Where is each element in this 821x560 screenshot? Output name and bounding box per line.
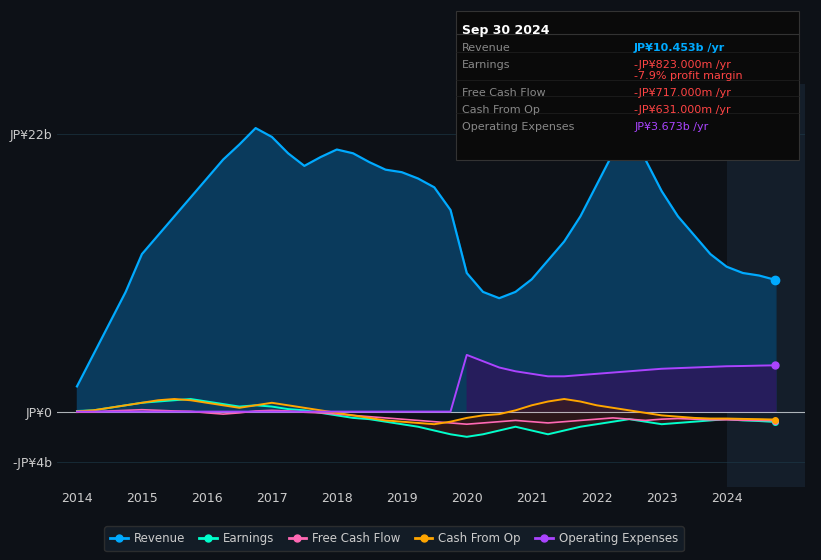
Text: Free Cash Flow: Free Cash Flow: [462, 88, 546, 98]
Text: Cash From Op: Cash From Op: [462, 105, 540, 115]
Text: Sep 30 2024: Sep 30 2024: [462, 24, 550, 36]
Text: -JP¥631.000m /yr: -JP¥631.000m /yr: [634, 105, 731, 115]
Text: -7.9% profit margin: -7.9% profit margin: [634, 71, 743, 81]
Legend: Revenue, Earnings, Free Cash Flow, Cash From Op, Operating Expenses: Revenue, Earnings, Free Cash Flow, Cash …: [104, 526, 684, 551]
Text: JP¥10.453b /yr: JP¥10.453b /yr: [634, 43, 726, 53]
Text: -JP¥823.000m /yr: -JP¥823.000m /yr: [634, 60, 731, 70]
Text: Operating Expenses: Operating Expenses: [462, 122, 575, 132]
Text: Earnings: Earnings: [462, 60, 511, 70]
Text: Revenue: Revenue: [462, 43, 511, 53]
Text: -JP¥717.000m /yr: -JP¥717.000m /yr: [634, 88, 731, 98]
Text: JP¥3.673b /yr: JP¥3.673b /yr: [634, 122, 709, 132]
Bar: [727, 84, 805, 487]
